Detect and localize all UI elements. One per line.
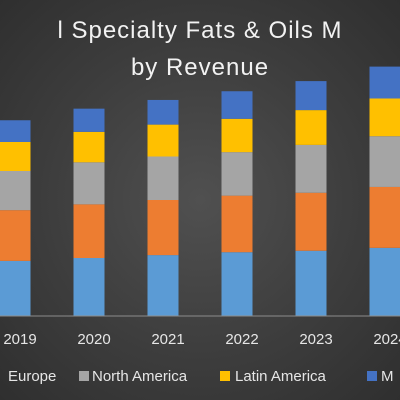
bar-2022-segment-2 [221,152,253,196]
bar-2023-segment-4 [295,81,327,111]
legend-label-0: Europe [8,368,56,385]
legend-label-3: M [381,368,394,385]
bar-2020-segment-4 [73,108,105,132]
legend-swatch-1 [79,371,89,381]
bar-2024-segment-0 [369,247,400,316]
bar-2023-segment-2 [295,144,327,193]
bars-group [0,66,400,316]
chart-title-line-2: by Revenue [131,54,269,81]
bar-2020-segment-3 [73,131,105,163]
bar-2023-segment-0 [295,250,327,316]
x-tick-label-2023: 2023 [299,331,332,348]
bar-2021-segment-1 [147,200,179,256]
bar-2019-segment-4 [0,120,31,142]
bar-2023-segment-3 [295,110,327,145]
bar-2024-segment-1 [369,186,400,248]
bar-2021-segment-4 [147,99,179,125]
bar-2022-segment-4 [221,91,253,119]
bar-2019-segment-3 [0,142,31,171]
legend-swatch-2 [220,371,230,381]
x-tick-label-2021: 2021 [151,331,184,348]
bar-2023-segment-1 [295,192,327,251]
bar-2022-segment-3 [221,118,253,153]
bar-2019-segment-1 [0,210,31,261]
bar-2022-segment-0 [221,252,253,316]
bar-2022-segment-1 [221,195,253,253]
bar-2020-segment-2 [73,162,105,205]
bar-2021-segment-3 [147,124,179,157]
chart-title-line-1: l Specialty Fats & Oils M [57,17,342,44]
x-tick-labels: 2019 2020 2021 2022 2023 2024 [3,331,400,348]
legend-label-2: Latin America [235,368,327,385]
bar-2020-segment-1 [73,204,105,258]
bar-2019-segment-2 [0,171,31,211]
legend-label-1: North America [92,368,188,385]
bar-2024-segment-4 [369,66,400,99]
x-tick-label-2022: 2022 [225,331,258,348]
x-tick-label-2024: 2024 [373,331,400,348]
legend-swatch-3 [367,371,377,381]
x-tick-label-2019: 2019 [3,331,36,348]
x-tick-label-2020: 2020 [77,331,110,348]
bar-2019-segment-0 [0,260,31,316]
legend: Europe North America Latin America M [8,368,394,385]
bar-2020-segment-0 [73,258,105,316]
bar-2021-segment-2 [147,156,179,200]
bar-2024-segment-3 [369,98,400,137]
bar-2024-segment-2 [369,136,400,187]
bar-2021-segment-0 [147,255,179,316]
